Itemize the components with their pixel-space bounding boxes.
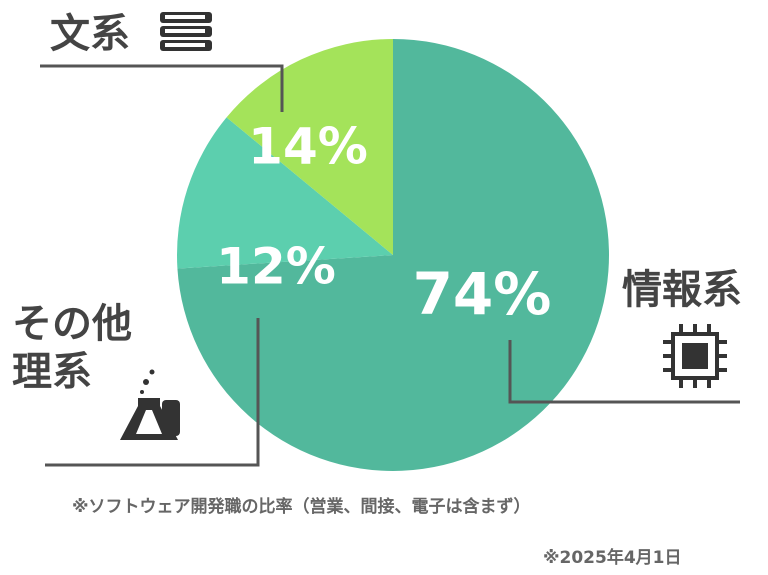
value-label: 14% — [248, 118, 368, 176]
value-label: 74% — [413, 260, 552, 328]
category-label: その他理系 — [12, 301, 132, 395]
pie-slice — [177, 39, 610, 471]
leader-line — [508, 340, 740, 404]
category-label: 情報系 — [622, 267, 742, 313]
date-note: ※2025年4月1日 — [543, 548, 682, 568]
note: ※ソフトウェア開発職の比率（営業、間接、電子は含まず） — [72, 497, 531, 517]
chip-icon — [663, 324, 727, 388]
pie-slice — [176, 117, 393, 269]
book-icon — [160, 12, 212, 51]
pie-slice — [226, 39, 393, 255]
leader-line — [45, 318, 260, 467]
category-label: 文系 — [50, 11, 130, 57]
flask-icon — [120, 369, 180, 440]
pie — [176, 39, 610, 471]
leader-line — [40, 64, 284, 112]
value-label: 12% — [216, 238, 336, 296]
